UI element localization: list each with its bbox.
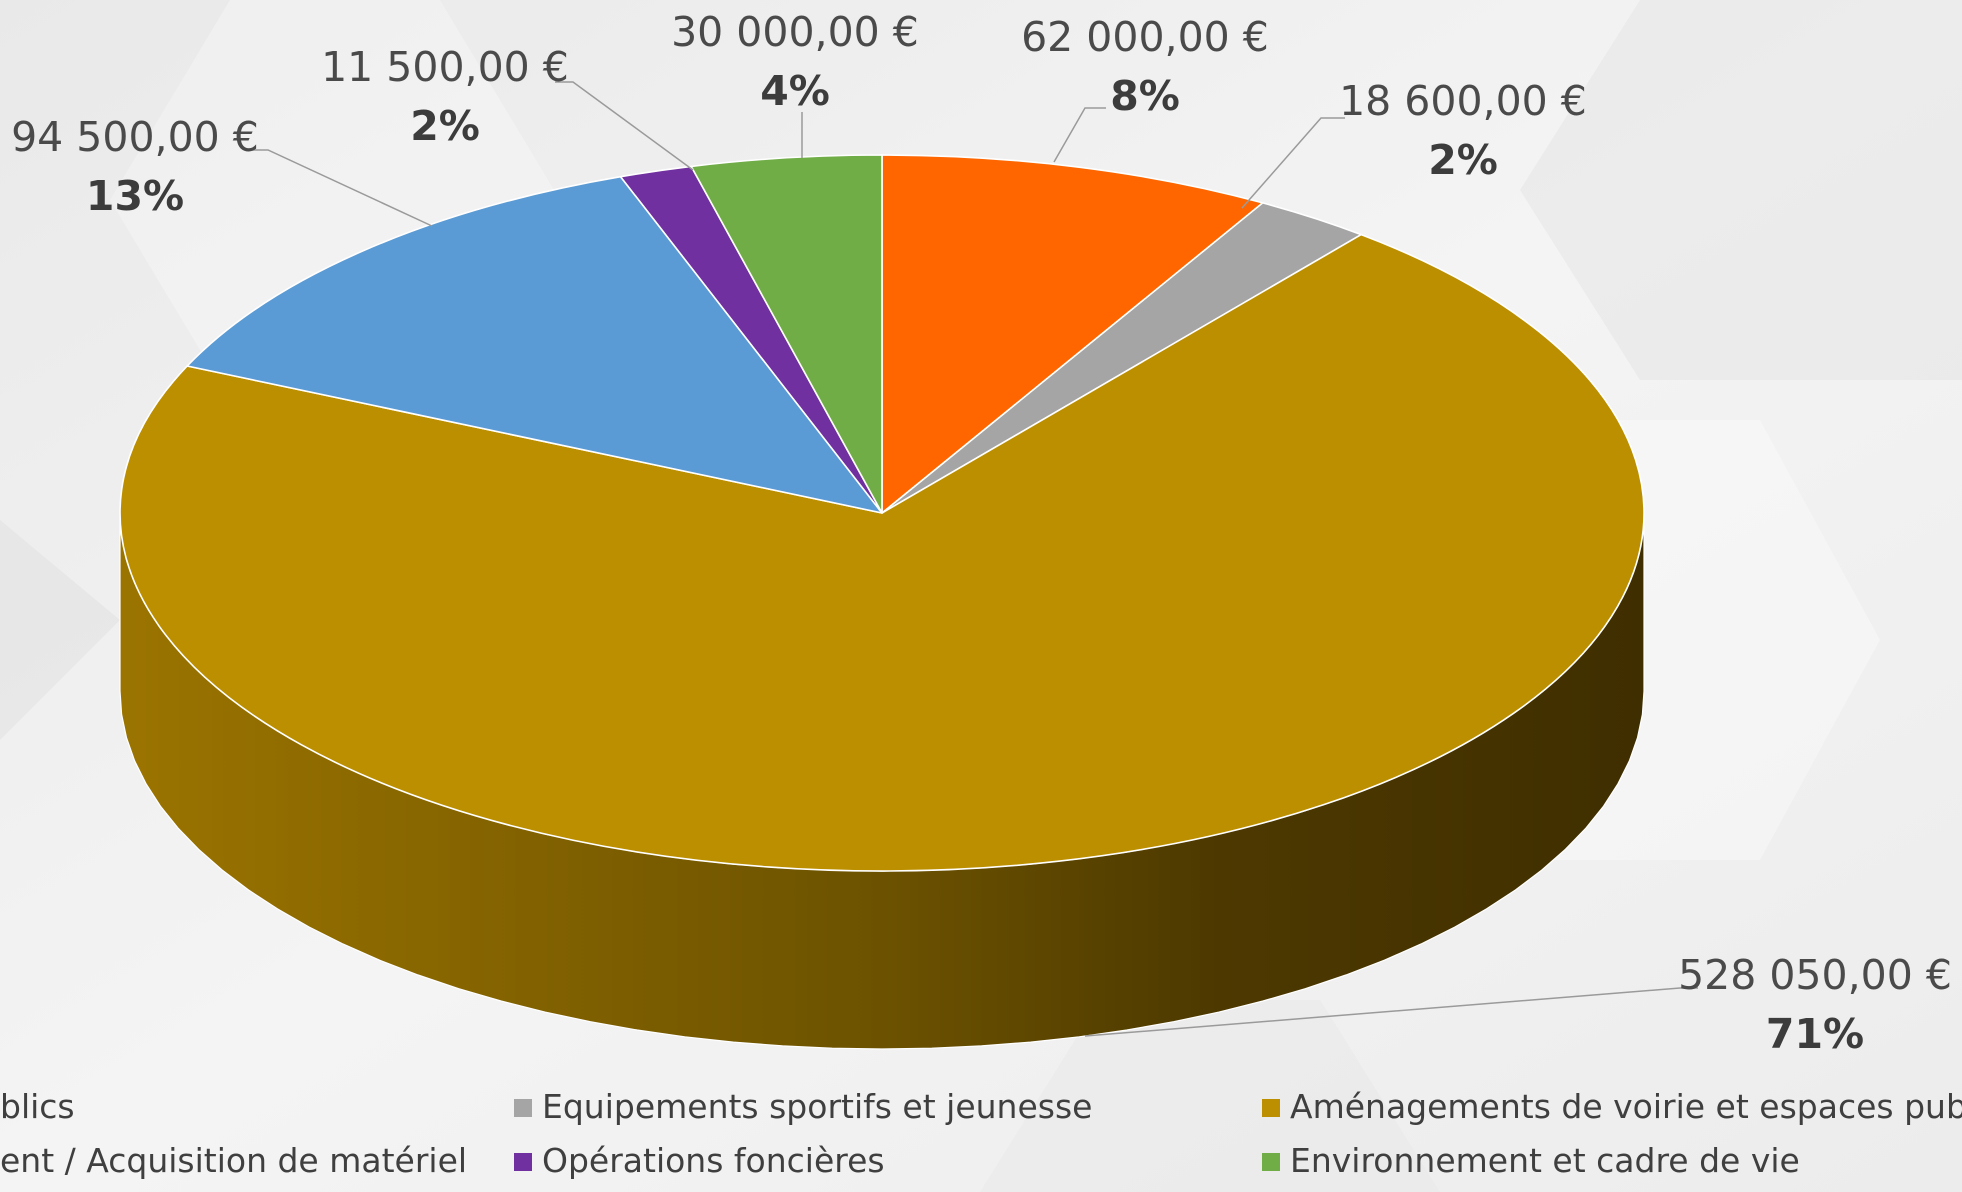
legend-label: ent / Acquisition de matériel (0, 1141, 467, 1180)
pie-slice-blics (881, 154, 1264, 514)
data-label-ent-acquisition-de-materiel: 94 500,00 € 13% (11, 113, 259, 220)
legend-label: Equipements sportifs et jeunesse (542, 1087, 1092, 1126)
legend-swatch (1262, 1099, 1280, 1117)
percent-label: 13% (86, 172, 184, 220)
leader-line-operations-foncieres (555, 81, 694, 171)
data-label-equipements-sportifs-et-jeunesse: 18 600,00 € 2% (1339, 77, 1587, 184)
data-label-operations-foncieres: 11 500,00 € 2% (321, 43, 569, 150)
data-label-blics: 62 000,00 € 8% (1021, 13, 1269, 120)
legend-item-amenagements-de-voirie-et-espaces-publics: Aménagements de voirie et espaces public… (1262, 1087, 1962, 1126)
value-label: 18 600,00 € (1339, 77, 1587, 125)
legend-label: blics (0, 1087, 75, 1126)
leader-lines (250, 81, 1698, 1037)
value-label: 94 500,00 € (11, 113, 259, 161)
legend-item-ent-acquisition-de-materiel: ent / Acquisition de matériel (0, 1141, 467, 1180)
legend-label: Aménagements de voirie et espaces public… (1290, 1087, 1962, 1126)
leader-line-equipements-sportifs-et-jeunesse (1241, 117, 1345, 209)
legend-item-operations-foncieres: Opérations foncières (514, 1141, 885, 1180)
pie-slice-amenagements-de-voirie-et-espaces-publics (119, 233, 1645, 872)
data-label-environnement-et-cadre-de-vie: 30 000,00 € 4% (671, 8, 919, 115)
legend-swatch (514, 1153, 532, 1171)
value-label: 30 000,00 € (671, 8, 919, 56)
data-label-amenagements-de-voirie-et-espaces-publics: 528 050,00 € 71% (1678, 951, 1952, 1058)
legend-label: Opérations foncières (542, 1141, 885, 1180)
value-label: 62 000,00 € (1021, 13, 1269, 61)
pie-slice-ent-acquisition-de-materiel (186, 175, 883, 514)
leader-line-amenagements-de-voirie-et-espaces-publics (1084, 987, 1698, 1037)
percent-label: 4% (760, 67, 830, 115)
leader-line-blics (1053, 107, 1106, 163)
pie-slice-environnement-et-cadre-de-vie (690, 154, 883, 514)
legend-swatch (1262, 1153, 1280, 1171)
value-label: 11 500,00 € (321, 43, 569, 91)
leader-line-ent-acquisition-de-materiel (250, 149, 433, 227)
legend-item-blics: blics (0, 1087, 75, 1126)
legend-item-environnement-et-cadre-de-vie: Environnement et cadre de vie (1262, 1141, 1800, 1180)
percent-label: 71% (1766, 1010, 1864, 1058)
legend-swatch (514, 1099, 532, 1117)
legend-item-equipements-sportifs-et-jeunesse: Equipements sportifs et jeunesse (514, 1087, 1092, 1126)
data-labels: 62 000,00 € 8% 18 600,00 € 2% 528 050,00 € 71… (11, 8, 1952, 1058)
legend-label: Environnement et cadre de vie (1290, 1141, 1800, 1180)
pie-top-face (119, 154, 1645, 872)
legend: blics Equipements sportifs et jeunesse Amé… (0, 1087, 1962, 1180)
value-label: 528 050,00 € (1678, 951, 1952, 999)
percent-label: 2% (1428, 136, 1498, 184)
percent-label: 2% (410, 102, 480, 150)
percent-label: 8% (1110, 72, 1180, 120)
